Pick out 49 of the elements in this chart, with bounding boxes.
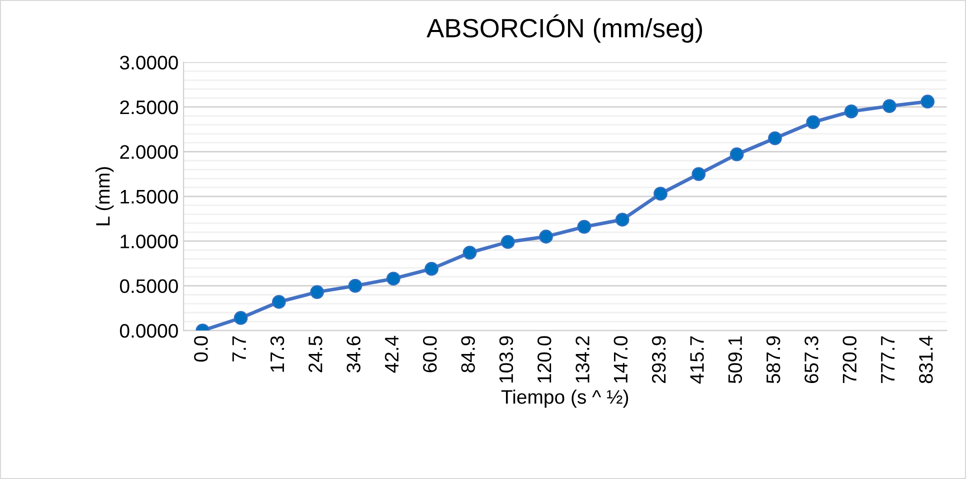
point: [844, 104, 858, 118]
y-tick-label: 3.0000: [120, 56, 178, 70]
y-tick-label: 2.0000: [120, 145, 178, 159]
x-tick-label: 415.7: [690, 336, 704, 384]
x-tick-label: 509.1: [728, 336, 742, 384]
point: [615, 212, 630, 227]
x-tick-label: 7.7: [232, 336, 246, 362]
y-tick-label: 1.0000: [120, 234, 178, 248]
point: [424, 262, 439, 276]
x-axis-title: Tiempo (s ^ ½): [501, 390, 628, 408]
y-tick-label: 1.5000: [120, 190, 178, 204]
point: [577, 220, 592, 234]
x-tick-label: 17.3: [270, 336, 284, 372]
chart-title: ABSORCIÓN (mm/seg): [426, 14, 702, 43]
x-tick-label: 147.0: [614, 336, 628, 383]
x-tick-label: 657.3: [804, 336, 818, 384]
x-tick-label: 134.2: [576, 336, 590, 383]
point: [386, 272, 400, 286]
x-tick-label: 831.4: [919, 336, 933, 384]
x-tick-label: 42.4: [384, 336, 398, 373]
point: [462, 246, 477, 260]
y-tick-label: 0.0000: [120, 324, 178, 338]
point: [348, 278, 362, 293]
point: [920, 94, 935, 109]
x-tick-label: 103.9: [499, 336, 514, 383]
x-tick-label: 720.0: [842, 336, 857, 384]
y-tick-label: 2.5000: [120, 100, 178, 114]
point: [654, 186, 668, 201]
point: [768, 131, 782, 146]
x-tick-label: 587.9: [766, 336, 780, 384]
x-tick-label: 293.9: [652, 336, 666, 384]
point: [806, 115, 820, 130]
x-tick-label: 0.0: [194, 336, 208, 362]
point: [692, 167, 706, 181]
y-tick-label: 0.5000: [120, 279, 178, 294]
y-axis-title: L (mm): [96, 167, 114, 226]
point: [272, 294, 286, 309]
point: [310, 285, 324, 300]
point: [882, 99, 896, 114]
x-tick-label: 777.7: [881, 336, 894, 384]
x-tick-label: 60.0: [423, 336, 437, 372]
x-tick-label: 84.9: [461, 336, 475, 372]
x-tick-label: 24.5: [308, 336, 322, 372]
point: [730, 147, 744, 162]
x-tick-label: 34.6: [346, 336, 360, 372]
point: [539, 230, 553, 244]
point: [500, 235, 515, 249]
x-tick-label: 120.0: [537, 336, 552, 383]
point: [234, 311, 248, 325]
